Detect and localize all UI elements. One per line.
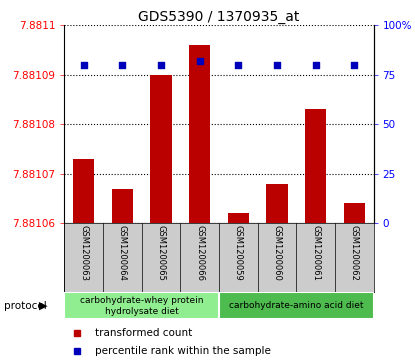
Point [235,62,242,68]
Title: GDS5390 / 1370935_at: GDS5390 / 1370935_at [138,11,300,24]
Bar [219,292,374,319]
Text: protocol: protocol [4,301,47,311]
Text: transformed count: transformed count [95,328,193,338]
Text: GSM1200065: GSM1200065 [156,225,166,281]
Text: GSM1200060: GSM1200060 [272,225,281,281]
Bar [150,75,171,223]
Point [81,62,87,68]
Text: carbohydrate-whey protein
hydrolysate diet: carbohydrate-whey protein hydrolysate di… [80,296,203,315]
Bar [227,213,249,223]
Point [273,62,280,68]
Point [196,58,203,64]
Bar [266,184,288,223]
Point [351,62,357,68]
Point [158,62,164,68]
Bar [189,45,210,223]
Text: GSM1200063: GSM1200063 [79,225,88,281]
Bar [64,292,219,319]
Text: ▶: ▶ [39,301,48,311]
Text: GSM1200059: GSM1200059 [234,225,243,281]
Text: GSM1200062: GSM1200062 [350,225,359,281]
Text: GSM1200066: GSM1200066 [195,225,204,281]
Point [312,62,319,68]
Text: percentile rank within the sample: percentile rank within the sample [95,346,271,356]
Bar [73,159,94,223]
Point [119,62,126,68]
Text: GSM1200061: GSM1200061 [311,225,320,281]
Text: carbohydrate-amino acid diet: carbohydrate-amino acid diet [229,301,364,310]
Text: GSM1200064: GSM1200064 [118,225,127,281]
Bar [112,189,133,223]
Bar [305,110,326,223]
Bar [344,203,365,223]
